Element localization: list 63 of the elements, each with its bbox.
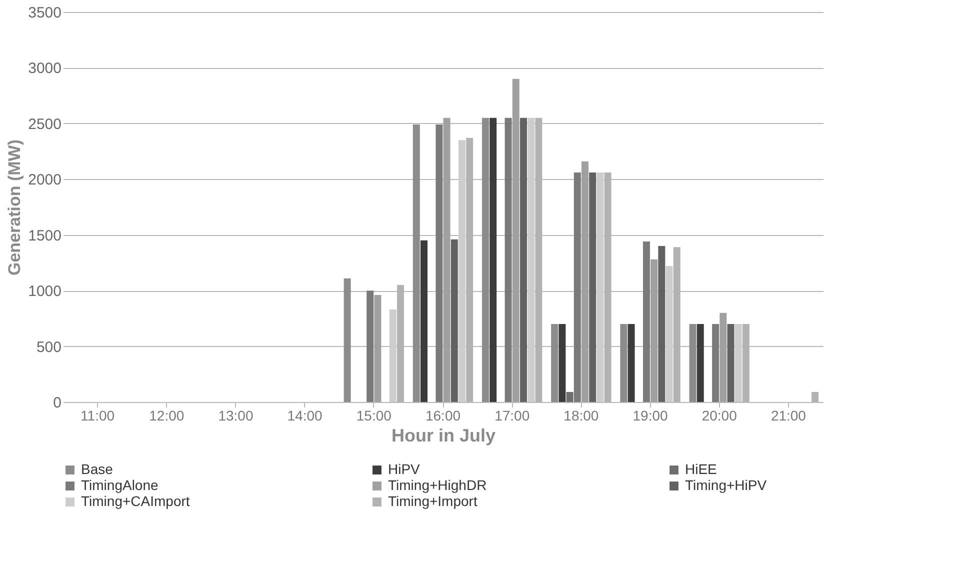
legend-label: TimingAlone [81,477,159,493]
bar [450,239,458,402]
bar [650,259,658,402]
bar [812,392,819,402]
bar [551,324,558,402]
legend-label: Timing+HighDR [388,477,487,493]
y-tick-label: 2500 [28,116,62,133]
x-axis-title: Hour in July [391,426,496,446]
y-tick-label: 1500 [28,227,62,244]
bar [628,324,635,402]
x-tick-label: 16:00 [425,408,461,424]
y-tick-label: 2000 [28,172,62,189]
bar [490,118,497,402]
bar [512,78,520,402]
bar [504,118,512,402]
bar [666,266,673,402]
bar [412,124,420,402]
bar [528,118,535,402]
y-tick-label: 500 [36,338,62,356]
y-tick-label: 1000 [28,283,62,300]
y-axis-title: Generation (MW) [5,140,24,276]
bar [344,278,351,402]
bar [642,242,650,402]
x-tick-label: 17:00 [494,408,530,424]
x-tick-label: 11:00 [80,408,115,424]
legend-label: HiEE [685,461,717,477]
bar [712,324,720,402]
bar [589,172,596,402]
bar [374,295,382,402]
bar [596,172,604,402]
bar [620,324,628,402]
y-tick-label: 3000 [28,60,62,78]
x-tick-label: 12:00 [149,408,184,424]
legend-label: Timing+HiPV [685,477,768,493]
bar [581,161,588,402]
bar [458,140,466,402]
bar [366,290,374,402]
x-tick-label: 13:00 [218,408,254,424]
bar [420,240,428,402]
bar [436,124,443,402]
x-tick-label: 20:00 [702,408,738,424]
legend-label: Base [81,461,114,477]
bar [727,324,734,402]
x-tick-label: 14:00 [287,408,323,424]
bar [520,118,527,402]
bar [443,118,450,402]
bar [696,324,704,402]
bar [689,324,696,402]
bar [720,312,727,402]
x-tick-label: 21:00 [770,408,806,424]
x-tick-label: 18:00 [564,408,599,424]
bar [734,324,742,402]
y-tick-label: 3500 [28,4,62,22]
bar [558,324,566,402]
x-tick-label: 15:00 [356,408,392,424]
legend-label: Timing+Import [388,493,478,509]
x-tick-label: 19:00 [632,408,668,424]
legend-label: Timing+CAImport [81,493,190,509]
bar [658,246,666,402]
y-tick-label: 0 [53,394,62,412]
bar [482,118,489,402]
legend-label: HiPV [388,461,421,477]
bar [389,310,396,402]
